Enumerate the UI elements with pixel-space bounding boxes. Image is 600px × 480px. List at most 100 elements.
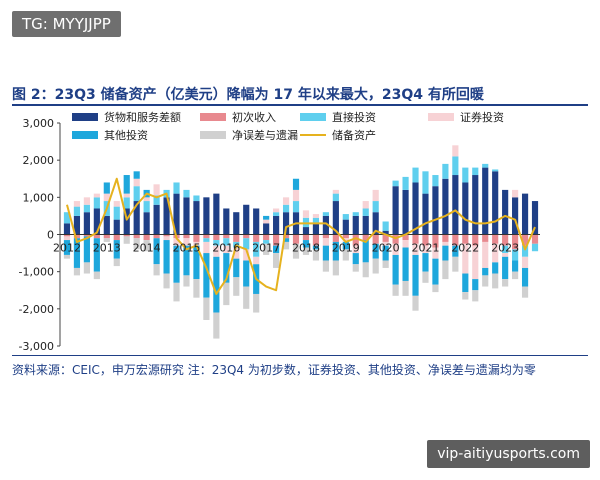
bar-securities xyxy=(482,241,489,268)
bar-errors xyxy=(103,238,110,242)
bar-errors xyxy=(362,262,369,278)
bar-errors xyxy=(432,284,439,293)
bar-goods xyxy=(73,215,81,235)
bar-direct xyxy=(442,163,449,179)
bar-securities xyxy=(183,238,190,246)
bar-securities xyxy=(103,193,110,202)
bar-goods xyxy=(103,215,110,235)
bar-errors xyxy=(442,260,449,280)
bar-errors xyxy=(462,292,469,300)
bar-goods xyxy=(462,182,469,235)
bar-primary xyxy=(243,234,250,239)
bar-errors xyxy=(452,256,459,272)
bar-direct xyxy=(273,212,280,216)
bar-errors xyxy=(183,275,190,287)
bar-direct xyxy=(263,240,270,244)
bar-primary xyxy=(422,234,429,246)
source-note: 资料来源：CEIC，申万宏源研究 注：23Q4 为初步数，证券投资、其他投资、净… xyxy=(12,363,536,377)
bar-direct xyxy=(372,201,379,213)
y-tick-label: 2,000 xyxy=(23,154,55,167)
bar-securities xyxy=(133,178,140,187)
bar-direct xyxy=(412,167,419,183)
bar-other xyxy=(452,245,459,257)
bar-direct xyxy=(531,243,539,252)
legend-label-goods: 货物和服务差额 xyxy=(104,110,181,124)
x-tick-label: 2018 xyxy=(292,242,320,255)
bar-securities xyxy=(203,241,210,254)
bar-goods xyxy=(512,197,519,235)
bar-primary xyxy=(352,234,359,246)
bar-securities xyxy=(143,197,150,202)
bar-errors xyxy=(273,253,280,268)
y-axis: 3,000 2,000 1,000 0 -1,000 -2,000 -3,000 xyxy=(19,117,61,353)
bar-other xyxy=(442,245,449,261)
bar-errors xyxy=(482,275,489,287)
bar-securities xyxy=(462,243,469,274)
y-tick-label: 3,000 xyxy=(23,117,55,130)
bar-securities xyxy=(193,241,200,246)
bar-securities xyxy=(432,247,439,259)
bar-errors xyxy=(263,243,270,255)
bar-other xyxy=(372,243,379,259)
bar-goods xyxy=(133,201,140,235)
bar-other xyxy=(133,171,140,179)
bar-other xyxy=(412,254,419,296)
source-rule xyxy=(12,355,588,356)
bar-securities xyxy=(352,245,359,254)
bar-goods xyxy=(223,208,230,235)
bar-other xyxy=(183,245,190,276)
bar-securities xyxy=(73,201,81,207)
bar-primary xyxy=(332,234,339,242)
bar-direct xyxy=(93,197,100,209)
bar-securities xyxy=(163,236,170,241)
bar-primary xyxy=(273,234,280,246)
bar-goods xyxy=(422,193,429,235)
bar-goods xyxy=(243,204,250,235)
bar-direct xyxy=(462,167,469,183)
bar-securities xyxy=(173,238,180,246)
bar-other xyxy=(73,238,81,268)
bar-direct xyxy=(482,163,489,168)
bar-securities xyxy=(93,193,100,198)
bar-primary xyxy=(93,234,100,239)
bar-goods xyxy=(63,223,71,235)
legend-swatch-securities xyxy=(428,113,454,121)
bar-direct xyxy=(521,245,529,257)
bar-goods xyxy=(83,212,90,235)
bar-other xyxy=(93,238,100,272)
bar-primary xyxy=(223,234,230,239)
bar-other xyxy=(502,256,509,280)
bar-direct xyxy=(352,212,359,216)
bar-other xyxy=(332,241,339,261)
bar-errors xyxy=(512,271,519,280)
bar-primary xyxy=(512,234,519,250)
legend-swatch-goods xyxy=(72,113,98,121)
bar-goods xyxy=(312,223,320,235)
bar-errors xyxy=(382,260,389,268)
bar-goods xyxy=(442,178,449,235)
x-tick-label: 2021 xyxy=(411,242,439,255)
bar-primary xyxy=(531,234,539,244)
bar-direct xyxy=(193,195,200,202)
bar-goods xyxy=(432,186,439,235)
bar-direct xyxy=(203,238,210,242)
bar-primary xyxy=(123,234,130,237)
bar-errors xyxy=(342,249,349,261)
bar-other xyxy=(193,245,200,280)
bar-primary xyxy=(452,234,459,246)
x-tick-label: 2019 xyxy=(332,242,360,255)
y-tick-label: 1,000 xyxy=(23,191,55,204)
bar-primary xyxy=(322,234,329,239)
bar-errors xyxy=(73,267,81,276)
bar-primary xyxy=(442,234,449,242)
bar-direct xyxy=(113,206,120,220)
bar-other xyxy=(512,260,519,272)
bar-goods xyxy=(352,215,359,235)
legend-label-reserves: 储备资产 xyxy=(332,128,376,142)
bar-securities xyxy=(292,189,300,202)
bar-primary xyxy=(73,234,81,239)
x-tick-label: 2023 xyxy=(491,242,519,255)
bar-other xyxy=(472,279,479,291)
bar-goods xyxy=(183,197,190,235)
